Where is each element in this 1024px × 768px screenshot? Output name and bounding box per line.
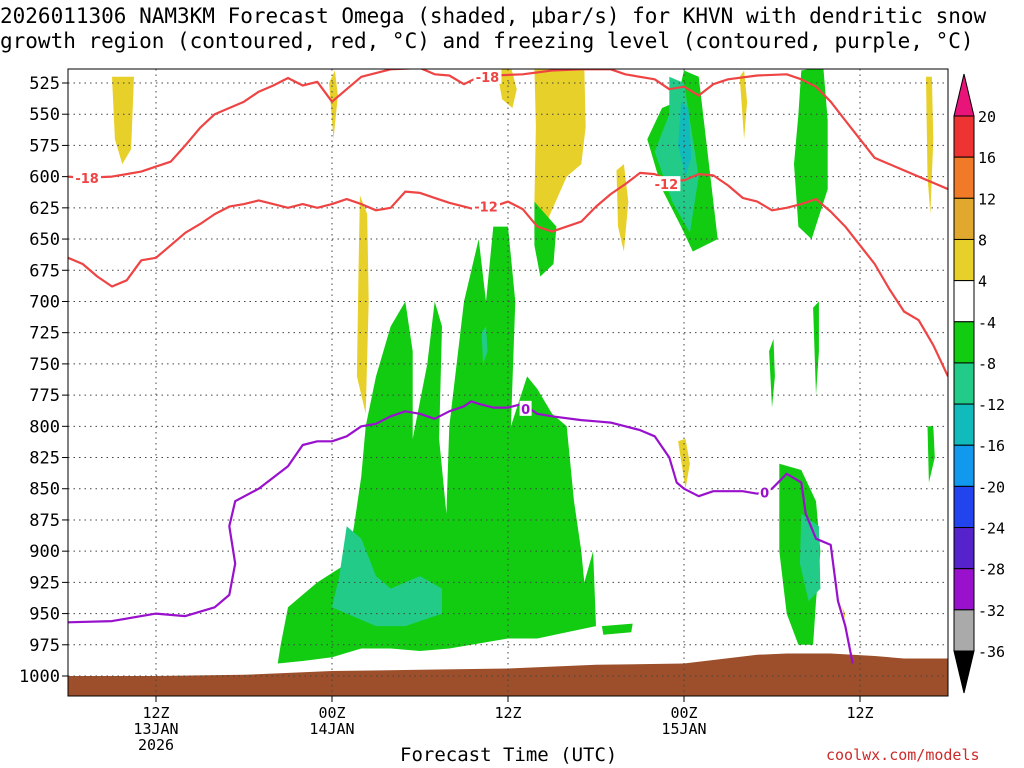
omega-region-6 — [678, 438, 690, 489]
y-axis: 525 550 575 600 625 650 675 700 725 750 775 800 825 8… — [19, 74, 68, 687]
omega-region-16 — [769, 338, 775, 408]
x-tick-label-0-1: 13JAN — [133, 720, 178, 738]
colorbar-label-9: -20 — [978, 478, 1005, 496]
colorbar-bin-8 — [953, 444, 975, 487]
x-tick-label-3-0: 00Z — [670, 704, 697, 722]
omega-region-23 — [678, 101, 692, 177]
y-tick-label-1000: 1000 — [19, 667, 60, 687]
colorbar-bin-12 — [953, 609, 975, 652]
gridlines — [68, 69, 948, 696]
x-tick-label-0-2: 2026 — [138, 736, 174, 754]
colorbar-label-6: -8 — [978, 355, 996, 373]
y-tick-label-725: 725 — [29, 324, 60, 344]
y-tick-label-750: 750 — [29, 355, 60, 375]
x-tick-label-4-0: 12Z — [846, 704, 873, 722]
x-tick-label-3-1: 15JAN — [661, 720, 706, 738]
y-tick-label-875: 875 — [29, 511, 60, 531]
x-axis-title: Forecast Time (UTC) — [400, 744, 618, 766]
omega-region-3 — [496, 69, 517, 108]
x-tick-label-0-0: 12Z — [142, 704, 169, 722]
contour-dgz-minus12 — [68, 171, 948, 377]
contour-label-4: 0 — [521, 403, 530, 418]
y-tick-label-600: 600 — [29, 168, 60, 188]
colorbar-label-5: -4 — [978, 314, 996, 332]
colorbar-label-12: -32 — [978, 602, 1005, 620]
x-tick-label-2-0: 12Z — [494, 704, 521, 722]
y-tick-label-525: 525 — [29, 74, 60, 94]
colorbar-label-13: -36 — [978, 643, 1005, 661]
y-tick-label-625: 625 — [29, 199, 60, 219]
contour-label-bg-2 — [472, 198, 500, 214]
x-tick-label-1-0: 00Z — [318, 704, 345, 722]
colorbar-label-11: -28 — [978, 561, 1005, 579]
omega-region-22 — [481, 326, 488, 364]
credit-text: coolwx.com/models — [826, 746, 980, 764]
y-tick-label-575: 575 — [29, 136, 60, 156]
colorbar-under-triangle — [953, 650, 975, 694]
colorbar-bin-4 — [953, 280, 975, 323]
y-tick-label-950: 950 — [29, 605, 60, 625]
x-tick-label-1-1: 14JAN — [309, 720, 354, 738]
y-tick-label-975: 975 — [29, 636, 60, 656]
colorbar-label-1: 16 — [978, 149, 996, 167]
contour-label-3: -12 — [655, 178, 679, 193]
omega-region-18 — [927, 426, 935, 483]
contour-label-bg-4 — [519, 400, 532, 416]
colorbar-label-8: -16 — [978, 437, 1005, 455]
colorbar-bin-2 — [953, 197, 975, 240]
contour-label-5: 0 — [760, 486, 769, 501]
omega-region-4 — [534, 69, 586, 227]
colorbar-bin-5 — [953, 321, 975, 364]
colorbar-label-0: 20 — [978, 108, 996, 126]
colorbar-over-triangle — [953, 73, 975, 117]
colorbar-label-4: 4 — [978, 273, 987, 291]
colorbar-bin-3 — [953, 238, 975, 282]
y-tick-label-900: 900 — [29, 542, 60, 562]
contour-label-bg-1 — [473, 68, 502, 84]
title-line-1: 2026011306 NAM3KM Forecast Omega (shaded… — [0, 4, 987, 28]
y-tick-label-775: 775 — [29, 386, 60, 406]
colorbar-bin-0 — [953, 115, 975, 158]
contour-label-2: -12 — [474, 201, 498, 216]
omega-region-2 — [356, 195, 369, 414]
omega-region-15 — [794, 69, 828, 240]
omega-region-12 — [601, 623, 633, 635]
y-tick-label-675: 675 — [29, 261, 60, 281]
colorbar-label-2: 12 — [978, 190, 996, 208]
y-tick-label-800: 800 — [29, 417, 60, 437]
colorbar-bin-9 — [953, 485, 975, 529]
y-tick-label-550: 550 — [29, 105, 60, 125]
y-tick-label-850: 850 — [29, 480, 60, 500]
colorbar-label-3: 8 — [978, 231, 987, 249]
omega-region-1 — [329, 70, 338, 140]
omega-region-0 — [112, 76, 134, 165]
chart-title: 2026011306 NAM3KM Forecast Omega (shaded… — [0, 4, 986, 54]
colorbar: 20 16 12 8 4 -4 -8 -12 -16 -20 -24 -28 -32 -36 — [953, 73, 1005, 694]
omega-region-11 — [534, 201, 557, 277]
contour-label-1: -18 — [476, 71, 500, 86]
title-line-2: growth region (contoured, red, °C) and f… — [0, 29, 974, 53]
y-tick-label-825: 825 — [29, 449, 60, 469]
colorbar-bin-10 — [953, 527, 975, 570]
contour-label-0: -18 — [75, 172, 99, 187]
omega-region-5 — [616, 164, 629, 252]
colorbar-bin-11 — [953, 568, 975, 611]
omega-shading — [112, 69, 935, 664]
omega-region-17 — [813, 301, 819, 396]
colorbar-bin-6 — [953, 362, 975, 405]
contour-label-bg-3 — [652, 176, 681, 192]
colorbar-bin-7 — [953, 403, 975, 446]
contour-labels: -18 -18 -12 -12 0 0 — [73, 68, 771, 501]
y-tick-label-650: 650 — [29, 230, 60, 250]
contour-label-bg-0 — [73, 169, 102, 185]
colorbar-label-7: -12 — [978, 396, 1005, 414]
colorbar-bin-1 — [953, 156, 975, 199]
colorbar-label-10: -24 — [978, 520, 1005, 538]
contour-label-bg-5 — [758, 484, 771, 500]
y-tick-label-700: 700 — [29, 292, 60, 312]
y-tick-label-925: 925 — [29, 573, 60, 593]
omega-region-7 — [739, 70, 748, 140]
